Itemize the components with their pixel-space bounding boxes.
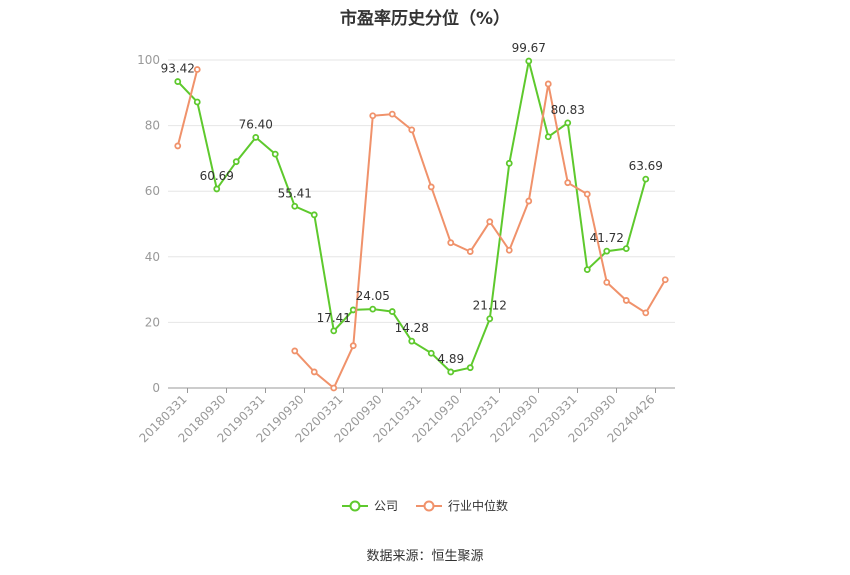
- data-point-series1: [291, 347, 299, 355]
- data-label: 4.89: [437, 352, 464, 366]
- data-point-series1: [330, 384, 338, 392]
- y-tick-label: 20: [145, 315, 160, 329]
- legend-item-industry[interactable]: 行业中位数: [416, 497, 508, 514]
- data-point-series1: [408, 126, 416, 134]
- data-label: 60.69: [200, 169, 234, 183]
- data-point-series0: [603, 247, 611, 255]
- data-point-series1: [525, 197, 533, 205]
- data-point-series1: [544, 80, 552, 88]
- series-line-1: [176, 69, 199, 147]
- data-point-series0: [232, 158, 240, 166]
- data-point-series0: [193, 98, 201, 106]
- data-point-series0: [330, 327, 338, 335]
- data-point-series0: [174, 78, 182, 85]
- data-label: 21.12: [473, 299, 507, 313]
- data-point-series1: [642, 309, 650, 317]
- y-tick-label: 100: [137, 53, 160, 67]
- chart-title: 市盈率历史分位（%）: [339, 9, 511, 29]
- data-point-series1: [583, 190, 591, 198]
- data-point-series0: [544, 133, 552, 141]
- data-point-series0: [525, 57, 533, 65]
- grid-lines: [168, 59, 675, 323]
- y-tick-label: 0: [152, 381, 160, 395]
- data-label: 55.41: [278, 186, 312, 200]
- data-point-series1: [505, 246, 513, 254]
- data-labels: 93.42 60.69 76.40 55.41 17.41 24.05 14.28 4.89 2…: [161, 41, 663, 366]
- data-point-series0: [564, 119, 572, 127]
- data-label: 93.42: [161, 62, 195, 76]
- data-point-series1: [388, 110, 396, 118]
- data-point-series0: [369, 305, 377, 313]
- data-point-series0: [252, 134, 260, 141]
- legend-item-company[interactable]: 公司: [341, 497, 398, 514]
- data-point-series0: [349, 306, 357, 314]
- data-point-series1: [486, 218, 494, 226]
- data-label: 41.72: [590, 231, 624, 245]
- y-tick-label: 80: [145, 119, 160, 133]
- y-tick-label: 40: [145, 250, 160, 264]
- data-point-series0: [505, 159, 513, 167]
- data-point-series1: [427, 183, 435, 191]
- data-label: 17.41: [317, 311, 351, 325]
- data-point-series0: [583, 266, 591, 273]
- data-point-series0: [642, 175, 650, 183]
- y-tick-label: 60: [145, 184, 160, 198]
- data-point-series0: [466, 364, 474, 372]
- data-point-series0: [388, 308, 396, 315]
- data-label: 24.05: [356, 289, 390, 303]
- legend-label-industry: 行业中位数: [448, 499, 509, 513]
- axes: 0204060801002018033120180930201903312019…: [137, 53, 675, 445]
- data-point-series1: [466, 248, 474, 255]
- series-line-1: [294, 83, 667, 390]
- data-point-series0: [213, 185, 221, 193]
- data-point-series0: [408, 337, 416, 345]
- data-point-series0: [447, 368, 455, 376]
- data-point-series0: [310, 211, 318, 219]
- data-point-series1: [193, 66, 201, 73]
- series: [174, 57, 669, 392]
- data-label: 99.67: [512, 41, 546, 55]
- data-label: 80.83: [551, 103, 585, 117]
- data-point-series1: [310, 368, 318, 376]
- data-point-series1: [349, 342, 357, 350]
- data-point-series1: [622, 297, 630, 304]
- legend-industry-swatch-icon: [416, 500, 442, 511]
- data-point-series1: [369, 112, 377, 120]
- data-point-series0: [271, 150, 279, 158]
- data-label: 76.40: [239, 117, 273, 131]
- data-label: 63.69: [629, 159, 663, 173]
- legend-label-company: 公司: [373, 499, 398, 513]
- data-label: 14.28: [395, 321, 429, 335]
- data-point-series1: [174, 142, 182, 150]
- data-point-series0: [291, 202, 299, 210]
- data-point-series1: [661, 276, 669, 284]
- legend: 公司 行业中位数: [0, 497, 850, 514]
- legend-company-swatch-icon: [341, 500, 368, 511]
- data-source: 数据来源：恒生聚源: [366, 549, 484, 564]
- data-point-series0: [427, 349, 435, 357]
- data-point-series1: [447, 239, 455, 247]
- data-point-series1: [564, 179, 572, 187]
- data-point-series0: [622, 245, 630, 253]
- data-point-series0: [486, 315, 494, 323]
- data-point-series1: [603, 278, 611, 286]
